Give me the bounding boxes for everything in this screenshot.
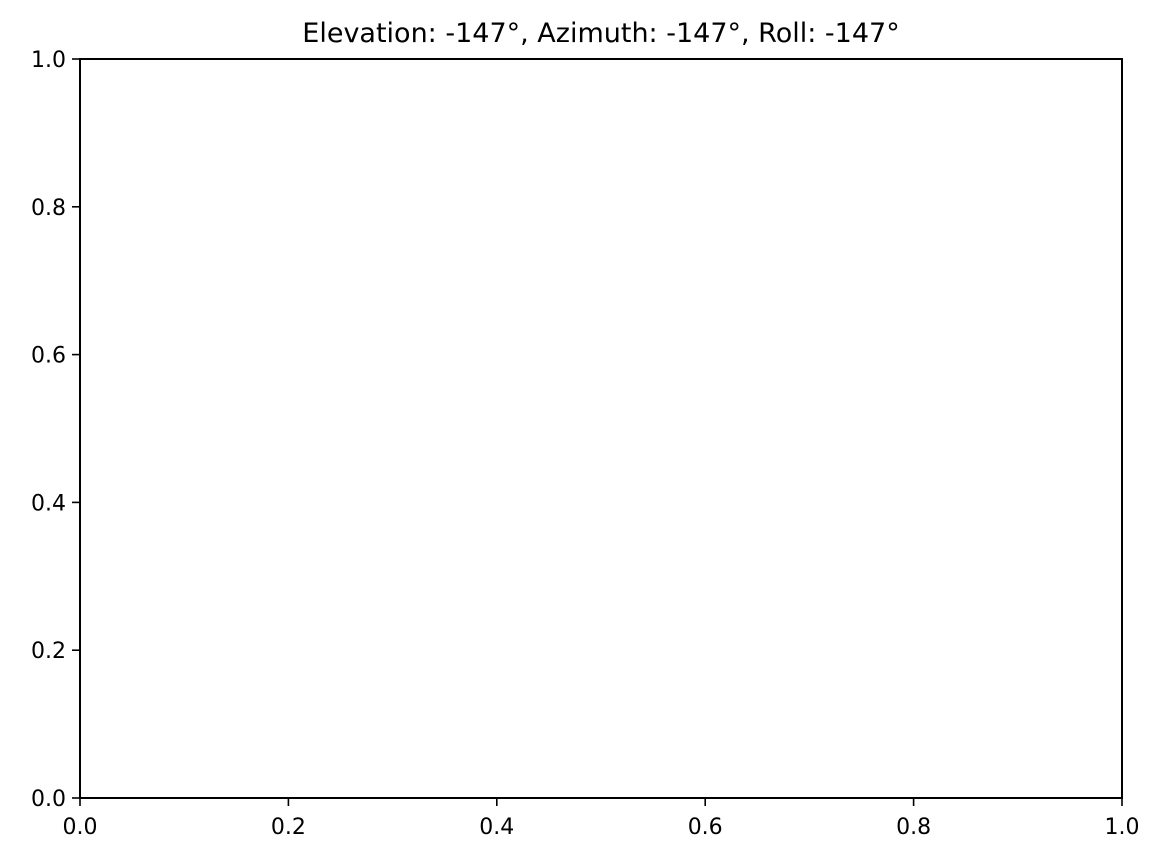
y-tick-label: 0.2 bbox=[31, 639, 66, 664]
x-axis: 0.0 0.2 0.4 0.6 0.8 1.0 bbox=[63, 798, 1140, 840]
axes-frame bbox=[79, 58, 1123, 799]
x-tick-label: 0.8 bbox=[896, 815, 931, 840]
y-tick-label: 0.8 bbox=[31, 196, 66, 221]
y-tick-label: 1.0 bbox=[31, 48, 66, 73]
y-tick-label: 0.6 bbox=[31, 344, 66, 369]
y-tick-label: 0.0 bbox=[31, 787, 66, 812]
x-tick-label: 0.6 bbox=[688, 815, 723, 840]
y-axis: 0.0 0.2 0.4 0.6 0.8 1.0 bbox=[31, 48, 80, 812]
x-tick-label: 0.4 bbox=[479, 815, 514, 840]
y-tick-label: 0.4 bbox=[31, 491, 66, 516]
chart-title: Elevation: -147°, Azimuth: -147°, Roll: … bbox=[302, 18, 899, 49]
x-tick-label: 1.0 bbox=[1105, 815, 1140, 840]
x-tick-label: 0.2 bbox=[271, 815, 306, 840]
x-tick-label: 0.0 bbox=[63, 815, 98, 840]
